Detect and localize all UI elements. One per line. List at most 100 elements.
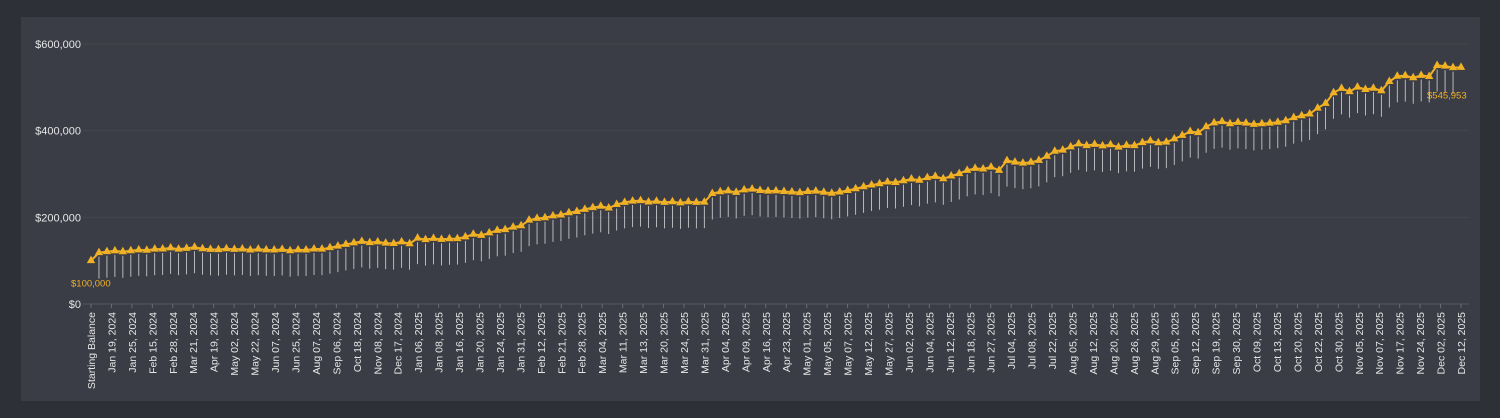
data-point-marker[interactable] bbox=[469, 229, 478, 237]
data-point-marker[interactable] bbox=[421, 234, 430, 243]
data-point-marker[interactable] bbox=[724, 185, 733, 194]
data-point-marker[interactable] bbox=[86, 255, 96, 264]
data-point-marker[interactable] bbox=[1146, 135, 1155, 144]
data-point-marker[interactable] bbox=[238, 243, 247, 252]
data-point-marker[interactable] bbox=[1329, 87, 1338, 96]
data-point-marker[interactable] bbox=[1114, 142, 1123, 150]
data-point-marker[interactable] bbox=[644, 196, 653, 205]
data-point-marker[interactable] bbox=[700, 197, 709, 205]
data-point-marker[interactable] bbox=[453, 233, 462, 242]
data-point-marker[interactable] bbox=[947, 170, 956, 179]
data-point-marker[interactable] bbox=[174, 244, 183, 252]
data-point-marker[interactable] bbox=[1138, 137, 1147, 146]
data-point-marker[interactable] bbox=[285, 245, 295, 254]
data-point-marker[interactable] bbox=[771, 185, 781, 194]
data-point-marker[interactable] bbox=[246, 245, 255, 253]
data-point-marker[interactable] bbox=[1090, 139, 1099, 147]
data-point-marker[interactable] bbox=[827, 188, 836, 196]
data-point-marker[interactable] bbox=[692, 197, 701, 205]
data-point-marker[interactable] bbox=[1448, 62, 1458, 71]
data-point-marker[interactable] bbox=[795, 187, 805, 196]
data-point-marker[interactable] bbox=[94, 247, 104, 256]
data-point-marker[interactable] bbox=[779, 186, 789, 195]
data-point-marker[interactable] bbox=[429, 233, 438, 241]
data-point-marker[interactable] bbox=[1058, 145, 1067, 153]
data-point-marker[interactable] bbox=[636, 195, 645, 204]
data-point-marker[interactable] bbox=[1201, 121, 1211, 130]
data-point-marker[interactable] bbox=[1010, 157, 1020, 165]
data-point-marker[interactable] bbox=[954, 168, 964, 177]
data-point-marker[interactable] bbox=[763, 186, 773, 194]
data-point-marker[interactable] bbox=[620, 197, 629, 205]
data-point-marker[interactable] bbox=[867, 180, 876, 188]
data-point-marker[interactable] bbox=[365, 237, 374, 246]
data-point-marker[interactable] bbox=[1416, 70, 1426, 78]
data-point-marker[interactable] bbox=[118, 246, 128, 255]
data-point-marker[interactable] bbox=[1345, 86, 1354, 95]
data-point-marker[interactable] bbox=[1440, 61, 1450, 69]
data-point-marker[interactable] bbox=[1456, 62, 1466, 70]
data-point-marker[interactable] bbox=[134, 244, 143, 253]
data-point-marker[interactable] bbox=[1026, 157, 1036, 165]
data-point-marker[interactable] bbox=[1313, 103, 1322, 111]
data-point-marker[interactable] bbox=[859, 181, 868, 190]
data-point-marker[interactable] bbox=[835, 186, 844, 195]
data-point-marker[interactable] bbox=[254, 244, 263, 252]
data-point-marker[interactable] bbox=[532, 213, 542, 221]
data-point-marker[interactable] bbox=[1098, 140, 1107, 149]
data-point-marker[interactable] bbox=[325, 242, 335, 251]
data-point-marker[interactable] bbox=[437, 234, 446, 242]
data-point-marker[interactable] bbox=[1217, 116, 1227, 125]
data-point-marker[interactable] bbox=[684, 196, 693, 205]
data-point-marker[interactable] bbox=[1369, 83, 1378, 91]
data-point-marker[interactable] bbox=[1066, 141, 1075, 150]
data-point-marker[interactable] bbox=[819, 187, 828, 195]
data-point-marker[interactable] bbox=[939, 173, 948, 182]
data-point-marker[interactable] bbox=[596, 201, 605, 209]
data-point-marker[interactable] bbox=[485, 227, 494, 236]
data-point-marker[interactable] bbox=[891, 177, 900, 185]
data-point-marker[interactable] bbox=[572, 206, 582, 214]
data-point-marker[interactable] bbox=[1409, 72, 1418, 81]
data-point-marker[interactable] bbox=[1178, 130, 1187, 138]
data-point-marker[interactable] bbox=[1050, 146, 1059, 154]
data-point-marker[interactable] bbox=[787, 186, 797, 195]
data-point-marker[interactable] bbox=[1424, 71, 1434, 80]
data-point-marker[interactable] bbox=[731, 187, 741, 195]
data-point-marker[interactable] bbox=[230, 244, 239, 252]
data-point-marker[interactable] bbox=[970, 163, 980, 171]
data-point-marker[interactable] bbox=[1002, 155, 1012, 164]
data-point-marker[interactable] bbox=[341, 239, 351, 247]
data-point-marker[interactable] bbox=[1122, 140, 1131, 148]
data-point-marker[interactable] bbox=[1209, 117, 1219, 126]
data-point-marker[interactable] bbox=[461, 231, 470, 240]
data-point-marker[interactable] bbox=[564, 207, 574, 216]
data-point-marker[interactable] bbox=[1193, 127, 1203, 136]
data-point-marker[interactable] bbox=[907, 173, 916, 182]
data-point-marker[interactable] bbox=[150, 244, 159, 252]
data-point-marker[interactable] bbox=[1241, 118, 1251, 126]
data-point-marker[interactable] bbox=[588, 202, 598, 211]
data-point-marker[interactable] bbox=[1361, 84, 1370, 93]
data-point-marker[interactable] bbox=[1257, 118, 1267, 127]
data-point-marker[interactable] bbox=[1289, 112, 1298, 121]
data-point-marker[interactable] bbox=[1162, 137, 1171, 145]
data-point-marker[interactable] bbox=[158, 243, 167, 252]
data-point-marker[interactable] bbox=[540, 212, 550, 221]
data-point-marker[interactable] bbox=[612, 199, 621, 208]
data-point-marker[interactable] bbox=[269, 245, 279, 253]
data-point-marker[interactable] bbox=[1265, 118, 1275, 126]
data-point-marker[interactable] bbox=[508, 222, 518, 230]
data-point-marker[interactable] bbox=[747, 184, 757, 192]
data-point-marker[interactable] bbox=[301, 245, 311, 253]
data-point-marker[interactable] bbox=[811, 186, 821, 194]
data-point-marker[interactable] bbox=[389, 238, 398, 247]
data-point-marker[interactable] bbox=[676, 197, 685, 206]
data-point-marker[interactable] bbox=[1106, 139, 1115, 148]
data-point-marker[interactable] bbox=[262, 244, 271, 253]
data-point-marker[interactable] bbox=[899, 175, 908, 184]
data-point-marker[interactable] bbox=[524, 215, 534, 223]
data-point-marker[interactable] bbox=[1170, 133, 1179, 142]
data-point-marker[interactable] bbox=[994, 165, 1004, 173]
data-point-marker[interactable] bbox=[915, 175, 924, 183]
